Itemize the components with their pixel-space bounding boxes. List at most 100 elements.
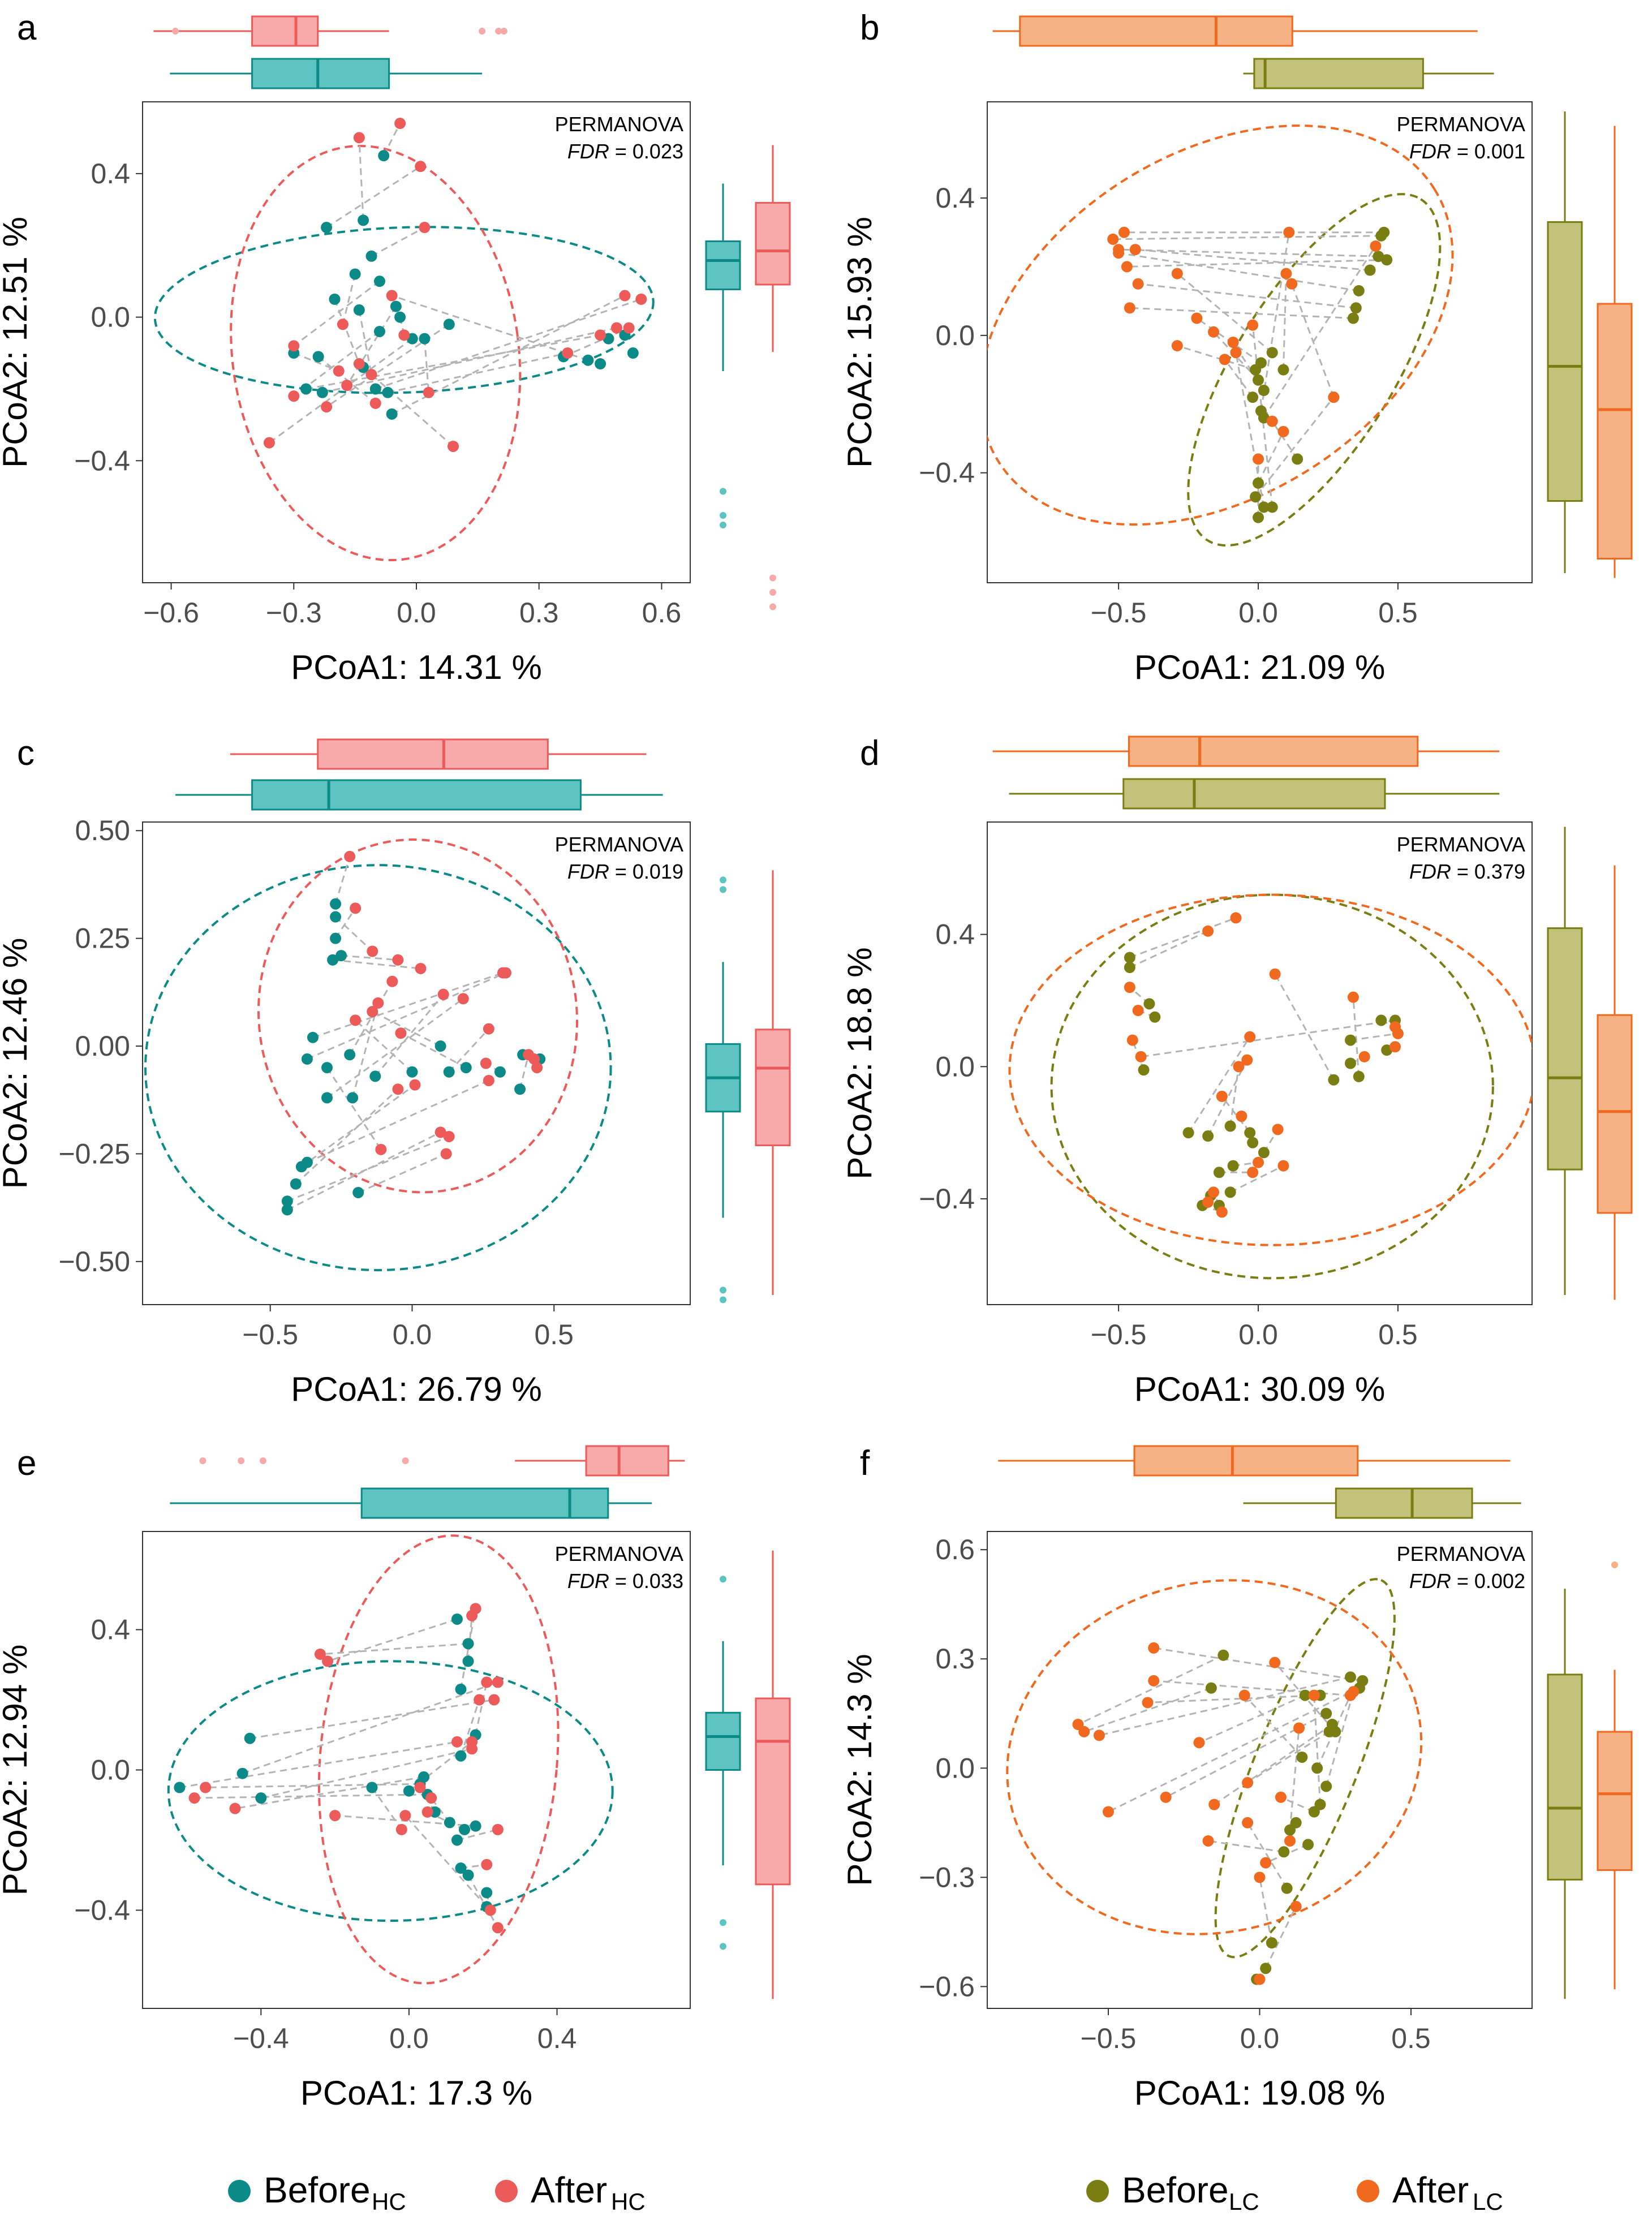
pair-segment	[355, 1019, 413, 1073]
confidence-ellipse-before	[1214, 1578, 1396, 1959]
pair-segment	[457, 1828, 498, 1841]
box-outlier	[720, 1943, 726, 1950]
point-after	[1244, 1031, 1256, 1043]
legend-after-hc-label: After	[531, 2170, 607, 2210]
point-before	[403, 1785, 415, 1797]
y-tick-label: 0.6	[935, 1534, 975, 1565]
point-after	[1238, 1689, 1250, 1701]
pair-segment	[371, 226, 425, 257]
pair-segment	[194, 1793, 428, 1799]
box-iqr	[1597, 1014, 1633, 1214]
point-after	[344, 850, 356, 862]
permanova-fdr: FDR = 0.002	[1409, 1569, 1525, 1593]
box-iqr	[1597, 303, 1633, 560]
pair-segment	[1260, 232, 1290, 411]
pair-segment	[1165, 1713, 1327, 1799]
point-after	[425, 1792, 437, 1804]
point-after	[474, 1694, 485, 1706]
y-tick-label: 0.0	[935, 320, 975, 351]
point-after	[394, 118, 406, 130]
point-before	[1345, 1057, 1356, 1069]
point-before	[481, 1887, 493, 1899]
box-iqr	[1547, 927, 1583, 1171]
fdr-label: FDR	[567, 1569, 609, 1593]
point-after	[1142, 1697, 1154, 1709]
pair-segment	[1313, 1695, 1321, 1805]
box-iqr	[755, 202, 791, 286]
point-after	[531, 1062, 543, 1074]
point-before	[462, 1655, 474, 1667]
point-after	[635, 293, 647, 305]
point-after	[1103, 1806, 1114, 1818]
point-after	[188, 1792, 200, 1804]
pair-segment	[1271, 420, 1298, 460]
right-box-before	[1547, 111, 1583, 573]
point-after	[1253, 1156, 1264, 1168]
point-after	[288, 340, 300, 352]
point-after	[1269, 1657, 1281, 1668]
pair-segment	[1129, 307, 1354, 319]
point-after	[1193, 1737, 1205, 1749]
legend-before-lc-swatch	[1086, 2180, 1109, 2202]
box-iqr	[1128, 735, 1419, 767]
point-after	[1132, 1005, 1144, 1017]
point-before	[301, 1053, 313, 1065]
point-before	[1328, 1074, 1340, 1086]
point-after	[562, 347, 574, 359]
point-after	[1230, 347, 1242, 359]
box-iqr	[1597, 1731, 1633, 1871]
fdr-value: = 0.019	[609, 860, 683, 883]
point-after	[1078, 1726, 1090, 1737]
point-after	[528, 1053, 540, 1065]
point-after	[1230, 912, 1242, 924]
point-after	[1253, 453, 1264, 465]
point-before	[373, 276, 385, 287]
y-tick-label: 0.4	[935, 182, 975, 214]
y-tick-label: −0.6	[919, 1970, 975, 2002]
point-after	[1208, 1799, 1220, 1810]
right-box-after	[1597, 865, 1633, 1300]
point-after	[1202, 925, 1214, 937]
point-after	[440, 1148, 452, 1160]
point-before	[327, 954, 339, 966]
pair-segment	[1188, 1036, 1251, 1134]
point-after	[434, 1126, 446, 1138]
point-after	[1113, 247, 1125, 259]
point-before	[390, 300, 402, 312]
pair-segment	[293, 280, 380, 347]
confidence-ellipse-before	[167, 1660, 614, 1922]
point-after	[1216, 1206, 1228, 1218]
point-before	[418, 1771, 430, 1783]
box-outlier	[720, 1576, 726, 1583]
x-axis-title: PCoA1: 30.09 %	[1134, 1370, 1386, 1408]
point-before	[455, 1683, 467, 1695]
top-box-after	[153, 15, 507, 47]
y-axis-title: PCoA2: 14.3 %	[841, 1654, 879, 1886]
point-before	[1202, 1130, 1214, 1142]
point-after	[1392, 1027, 1404, 1039]
plot-area	[987, 821, 1533, 1305]
pair-segment	[1229, 1165, 1284, 1193]
point-before	[347, 1092, 359, 1104]
point-before	[281, 1195, 293, 1207]
x-axis-title: PCoA1: 26.79 %	[291, 1370, 542, 1408]
panel-c: c −0.5 0.0 0.5 0.50 0.25 0.00 −0.25 −0.50 PCoA1: …	[0, 734, 791, 1408]
pair-segment	[400, 1032, 467, 1069]
pair-segment	[326, 165, 421, 229]
point-before	[373, 325, 385, 337]
point-before	[1253, 477, 1264, 489]
box-outlier	[720, 1919, 726, 1926]
pair-segment	[335, 916, 373, 952]
y-tick-label: 0.0	[91, 1754, 130, 1786]
y-tick-label: 0.50	[75, 815, 130, 846]
point-before	[1345, 1671, 1356, 1683]
pair-segment	[351, 1003, 379, 1098]
x-tick-label: −0.6	[143, 597, 199, 629]
pair-segment	[1274, 974, 1335, 1081]
point-before	[1350, 302, 1362, 314]
point-before	[1258, 385, 1270, 396]
point-after	[386, 975, 398, 987]
pair-segment	[1289, 1728, 1300, 1830]
y-axis-title: PCoA2: 15.93 %	[841, 217, 879, 468]
point-before	[1320, 1780, 1332, 1792]
